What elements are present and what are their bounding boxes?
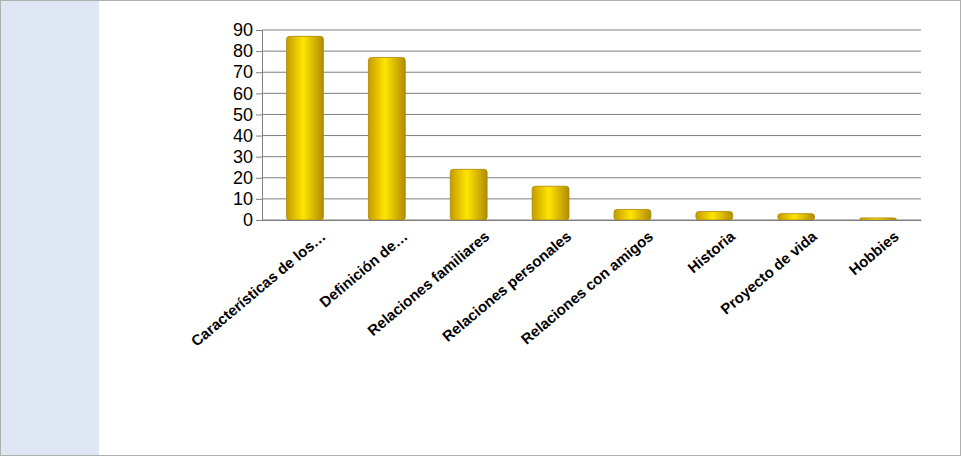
y-tick-mark xyxy=(256,199,262,200)
bar xyxy=(778,214,815,220)
x-tick-label: Hobbies xyxy=(845,227,901,278)
x-axis-line xyxy=(263,220,922,221)
y-tick-mark xyxy=(256,51,262,52)
grid-line xyxy=(262,220,921,221)
bar xyxy=(860,218,897,220)
side-strip xyxy=(1,1,99,455)
y-tick-mark xyxy=(256,136,262,137)
grid-line xyxy=(262,51,921,52)
x-tick-label: Relaciones personales xyxy=(439,227,574,345)
x-tick: Historia xyxy=(684,220,738,276)
grid-line xyxy=(262,72,921,73)
y-tick-mark xyxy=(256,220,262,221)
y-tick-mark xyxy=(256,157,262,158)
y-tick-label: 50 xyxy=(233,105,253,125)
y-tick-mark xyxy=(256,93,262,94)
y-tick-label: 70 xyxy=(233,62,253,82)
x-tick-label: Historia xyxy=(684,227,738,276)
y-tick-label: 0 xyxy=(243,210,253,230)
y-tick-label: 60 xyxy=(233,84,253,104)
y-tick-label: 30 xyxy=(233,147,253,167)
y-axis: 0102030405060708090 xyxy=(233,20,263,230)
y-tick: 0 xyxy=(243,210,262,230)
bars xyxy=(287,36,897,220)
y-tick-label: 10 xyxy=(233,189,253,209)
y-tick: 70 xyxy=(233,62,262,82)
y-tick: 60 xyxy=(233,84,262,104)
chart: 0102030405060708090Características de lo… xyxy=(0,0,961,456)
x-tick: Relaciones personales xyxy=(439,220,574,345)
grid xyxy=(262,30,921,220)
x-tick-label: Proyecto de vida xyxy=(717,227,820,318)
grid-line xyxy=(262,135,921,136)
plot: 0102030405060708090Características de lo… xyxy=(187,20,921,349)
x-tick: Definición de… xyxy=(316,220,411,311)
y-tick: 40 xyxy=(233,126,262,146)
x-tick-label: Relaciones con amigos xyxy=(518,227,657,347)
bar xyxy=(450,169,487,220)
y-tick-label: 90 xyxy=(233,20,253,40)
bar xyxy=(532,186,569,220)
bar xyxy=(368,57,405,220)
grid-line xyxy=(262,156,921,157)
y-tick-mark xyxy=(256,30,262,31)
y-tick-label: 20 xyxy=(233,168,253,188)
x-tick: Proyecto de vida xyxy=(717,220,820,317)
grid-line xyxy=(262,198,921,199)
x-tick: Características de los… xyxy=(187,220,328,350)
frame xyxy=(1,1,961,456)
y-tick: 30 xyxy=(233,147,262,167)
y-tick-mark xyxy=(256,114,262,115)
y-tick-mark xyxy=(256,72,262,73)
grid-line xyxy=(262,30,921,31)
y-tick-label: 80 xyxy=(233,41,253,61)
x-tick: Hobbies xyxy=(845,220,901,278)
x-axis: Características de los…Definición de… Rel… xyxy=(187,220,921,350)
grid-line xyxy=(262,177,921,178)
y-tick: 20 xyxy=(233,168,262,188)
grid-line xyxy=(262,93,921,94)
y-axis-line xyxy=(256,31,263,221)
grid-line xyxy=(262,114,921,115)
x-tick-label: Características de los… xyxy=(187,227,328,349)
y-tick: 90 xyxy=(233,20,262,40)
y-tick: 10 xyxy=(233,189,262,209)
x-tick: Relaciones con amigos xyxy=(518,220,657,347)
y-tick: 50 xyxy=(233,105,262,125)
y-tick-label: 40 xyxy=(233,126,253,146)
bar xyxy=(696,212,733,220)
bar xyxy=(614,209,651,220)
y-tick: 80 xyxy=(233,41,262,61)
bar xyxy=(287,36,324,220)
y-tick-mark xyxy=(256,178,262,179)
